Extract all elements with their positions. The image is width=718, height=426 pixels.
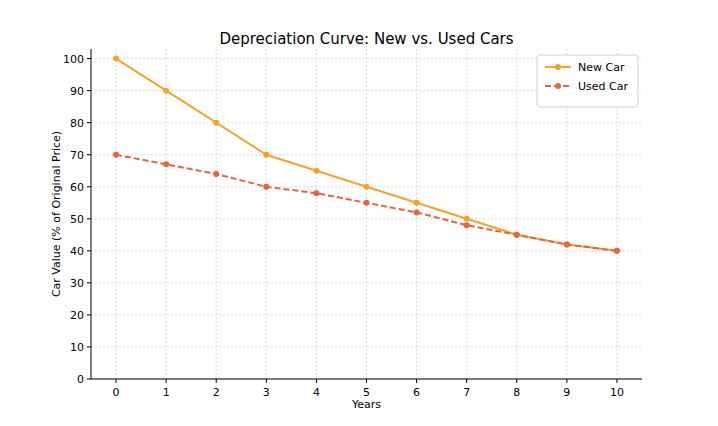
legend: New Car Used Car: [537, 55, 638, 107]
series-marker: [213, 120, 219, 126]
y-tick: [87, 58, 91, 59]
x-tick-label: 9: [563, 386, 570, 399]
x-tick: [216, 379, 217, 383]
x-grid-line: [316, 49, 317, 379]
y-tick: [87, 90, 91, 91]
series-marker: [564, 241, 570, 247]
y-axis-label: Car Value (% of Original Price): [50, 131, 63, 297]
x-tick-label: 7: [463, 386, 470, 399]
x-tick-label: 6: [413, 386, 420, 399]
x-tick-label: 3: [263, 386, 270, 399]
y-grid-line: [91, 282, 642, 283]
y-tick: [87, 154, 91, 155]
series-marker: [313, 190, 319, 196]
series-marker: [113, 152, 119, 158]
series-marker: [414, 200, 420, 206]
y-tick-label: 10: [70, 341, 84, 354]
series-marker: [364, 184, 370, 190]
series-marker: [514, 232, 520, 238]
y-axis-line: [91, 49, 92, 379]
x-tick: [366, 379, 367, 383]
y-tick-label: 60: [70, 181, 84, 194]
chart-svg: 0123456789100102030405060708090100Deprec…: [0, 0, 718, 426]
y-tick: [87, 314, 91, 315]
x-grid-line: [266, 49, 267, 379]
legend-marker: [555, 64, 561, 70]
series-marker: [263, 184, 269, 190]
series-marker: [313, 168, 319, 174]
x-tick-label: 4: [313, 386, 320, 399]
y-tick: [87, 122, 91, 123]
x-tick: [466, 379, 467, 383]
y-tick: [87, 186, 91, 187]
x-grid-line: [166, 49, 167, 379]
series-marker: [564, 241, 570, 247]
y-tick: [87, 218, 91, 219]
series-marker: [414, 209, 420, 215]
series-marker: [514, 232, 520, 238]
x-tick: [116, 379, 117, 383]
series-marker: [464, 216, 470, 222]
y-tick-label: 70: [70, 149, 84, 162]
x-tick-label: 0: [113, 386, 120, 399]
x-tick-label: 2: [213, 386, 220, 399]
y-tick: [87, 379, 91, 380]
y-tick-label: 50: [70, 213, 84, 226]
legend-box: [537, 55, 638, 107]
series-marker: [163, 88, 169, 94]
grid: [91, 49, 642, 379]
series-marker: [464, 222, 470, 228]
x-tick-label: 8: [513, 386, 520, 399]
y-tick-label: 30: [70, 277, 84, 290]
x-tick: [166, 379, 167, 383]
y-grid-line: [91, 346, 642, 347]
x-grid-line: [466, 49, 467, 379]
y-tick-label: 100: [63, 53, 84, 66]
y-tick: [87, 250, 91, 251]
chart-title: Depreciation Curve: New vs. Used Cars: [219, 30, 513, 48]
x-tick: [566, 379, 567, 383]
y-tick-label: 90: [70, 85, 84, 98]
x-grid-line: [116, 49, 117, 379]
series-marker: [163, 161, 169, 167]
series-line: [116, 155, 617, 251]
series-marker: [614, 248, 620, 254]
chart-container: 0123456789100102030405060708090100Deprec…: [0, 0, 718, 426]
y-grid-line: [91, 154, 642, 155]
series-marker: [213, 171, 219, 177]
series-marker: [364, 200, 370, 206]
y-tick-label: 80: [70, 117, 84, 130]
legend-label: Used Car: [578, 80, 628, 93]
series-marker: [263, 152, 269, 158]
y-tick-label: 20: [70, 309, 84, 322]
legend-label: New Car: [578, 61, 625, 74]
y-grid-line: [91, 122, 642, 123]
y-tick-label: 40: [70, 245, 84, 258]
x-tick: [316, 379, 317, 383]
x-tick: [416, 379, 417, 383]
series-marker: [113, 56, 119, 62]
x-tick-label: 1: [163, 386, 170, 399]
x-tick: [266, 379, 267, 383]
legend-marker: [555, 83, 561, 89]
y-grid-line: [91, 218, 642, 219]
y-tick: [87, 346, 91, 347]
x-grid-line: [216, 49, 217, 379]
y-grid-line: [91, 314, 642, 315]
y-tick-label: 0: [77, 373, 84, 386]
y-grid-line: [91, 250, 642, 251]
x-tick: [616, 379, 617, 383]
x-grid-line: [366, 49, 367, 379]
x-axis-label: Years: [351, 398, 381, 411]
axes: 0123456789100102030405060708090100: [63, 49, 642, 399]
x-tick-label: 10: [610, 386, 624, 399]
series-marker: [614, 248, 620, 254]
x-grid-line: [516, 49, 517, 379]
x-tick: [516, 379, 517, 383]
y-tick: [87, 282, 91, 283]
